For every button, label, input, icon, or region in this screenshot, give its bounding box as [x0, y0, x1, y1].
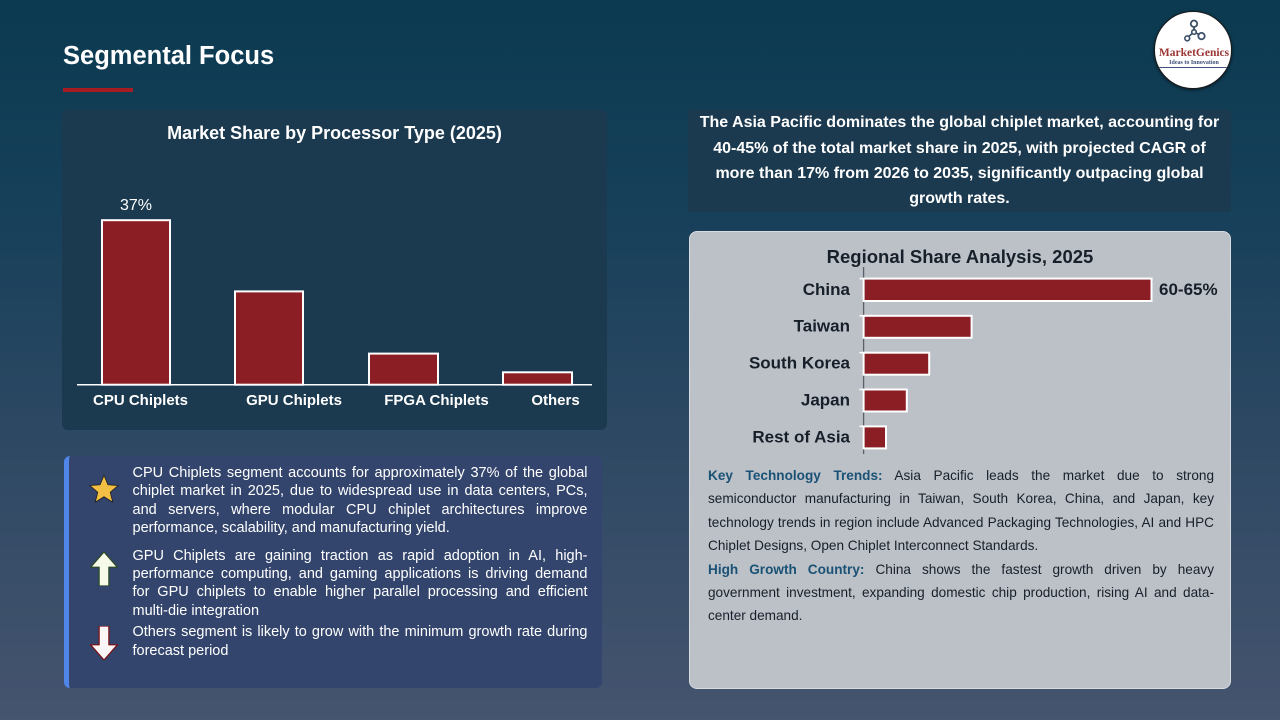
svg-text:37%: 37% — [120, 197, 152, 214]
svg-text:Rest of Asia: Rest of Asia — [752, 427, 850, 446]
svg-text:60-65%: 60-65% — [1159, 280, 1218, 299]
svg-text:Taiwan: Taiwan — [794, 317, 850, 336]
svg-text:China: China — [803, 280, 851, 299]
svg-text:Japan: Japan — [801, 390, 850, 409]
svg-text:South Korea: South Korea — [749, 354, 851, 373]
